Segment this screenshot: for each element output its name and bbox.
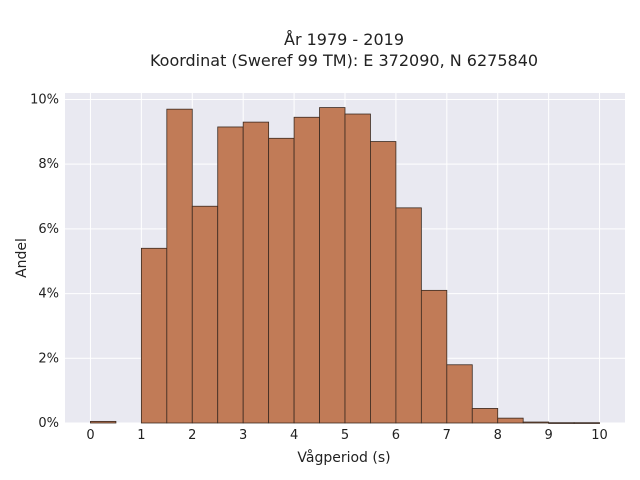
histogram-bar (573, 422, 600, 424)
histogram-bar (140, 247, 168, 424)
histogram-bar (370, 141, 397, 424)
histogram-bar (420, 289, 448, 424)
histogram-bar (166, 108, 193, 424)
y-axis-ticks: 0% 2% 4% 6% 8% 10% (30, 92, 59, 431)
histogram-bar (90, 420, 117, 424)
y-axis-label: Andel (14, 238, 30, 278)
x-tick-label: 4 (290, 428, 298, 443)
x-tick-label: 0 (86, 428, 94, 443)
x-tick-label: 3 (239, 428, 247, 443)
x-tick-label: 10 (591, 428, 608, 443)
x-tick-label: 9 (544, 428, 552, 443)
chart-title-line-2: Koordinat (Sweref 99 TM): E 372090, N 62… (150, 51, 538, 70)
y-tick-label: 0% (38, 416, 59, 431)
histogram-bar (522, 421, 550, 424)
histogram-bar (268, 137, 295, 424)
bars (90, 107, 600, 424)
histogram-bar (446, 364, 473, 424)
histogram-bar (217, 126, 244, 424)
histogram-bar (344, 113, 371, 424)
histogram-bar (319, 107, 346, 424)
histogram-bar (395, 207, 422, 424)
y-tick-label: 10% (30, 92, 59, 107)
histogram-bar (242, 121, 270, 424)
x-tick-label: 1 (137, 428, 145, 443)
chart-title-line-1: År 1979 - 2019 (284, 30, 404, 49)
x-axis-ticks: 0 1 2 3 4 5 6 7 8 9 10 (86, 428, 608, 443)
x-tick-label: 6 (392, 428, 400, 443)
y-tick-label: 8% (38, 157, 59, 172)
x-tick-label: 5 (341, 428, 349, 443)
histogram-bar (293, 116, 320, 424)
histogram-bar (497, 417, 524, 424)
x-tick-label: 7 (443, 428, 451, 443)
x-tick-label: 8 (494, 428, 502, 443)
x-tick-label: 2 (188, 428, 196, 443)
histogram-bar (548, 422, 575, 424)
x-axis-label: Vågperiod (s) (297, 449, 390, 466)
y-tick-label: 2% (38, 351, 59, 366)
histogram-bar (471, 408, 499, 424)
y-tick-label: 6% (38, 222, 59, 237)
y-tick-label: 4% (38, 287, 59, 302)
histogram-bar (191, 205, 219, 424)
